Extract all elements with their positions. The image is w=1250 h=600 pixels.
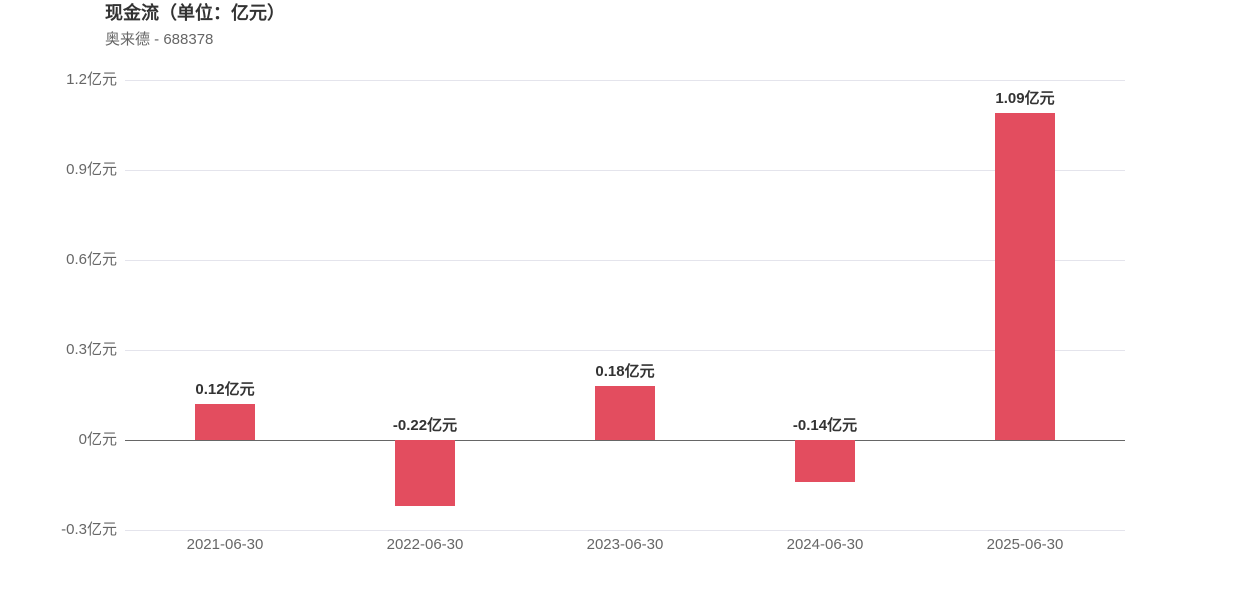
y-tick-label: 0.3亿元 xyxy=(66,341,117,358)
x-tick-label: 2024-06-30 xyxy=(787,536,864,553)
x-tick-label: 2025-06-30 xyxy=(987,536,1064,553)
value-label: -0.14亿元 xyxy=(793,416,857,434)
bar xyxy=(795,440,855,482)
bar xyxy=(995,113,1055,440)
y-tick-label: 1.2亿元 xyxy=(66,71,117,88)
value-label: -0.22亿元 xyxy=(393,416,457,434)
x-tick-label: 2022-06-30 xyxy=(387,536,464,553)
value-label: 0.18亿元 xyxy=(595,362,654,380)
y-tick-label: 0.6亿元 xyxy=(66,251,117,268)
y-tick-label: 0.9亿元 xyxy=(66,161,117,178)
bar xyxy=(395,440,455,506)
chart-subtitle: 奥来德 - 688378 xyxy=(105,30,213,48)
x-tick-label: 2021-06-30 xyxy=(187,536,264,553)
y-tick-label: -0.3亿元 xyxy=(61,521,117,538)
x-tick-label: 2023-06-30 xyxy=(587,536,664,553)
bar xyxy=(195,404,255,440)
value-label: 1.09亿元 xyxy=(995,89,1054,107)
value-label: 0.12亿元 xyxy=(195,380,254,398)
chart-title: 现金流（单位：亿元） xyxy=(105,2,285,23)
bar xyxy=(595,386,655,440)
y-tick-label: 0亿元 xyxy=(79,431,117,448)
